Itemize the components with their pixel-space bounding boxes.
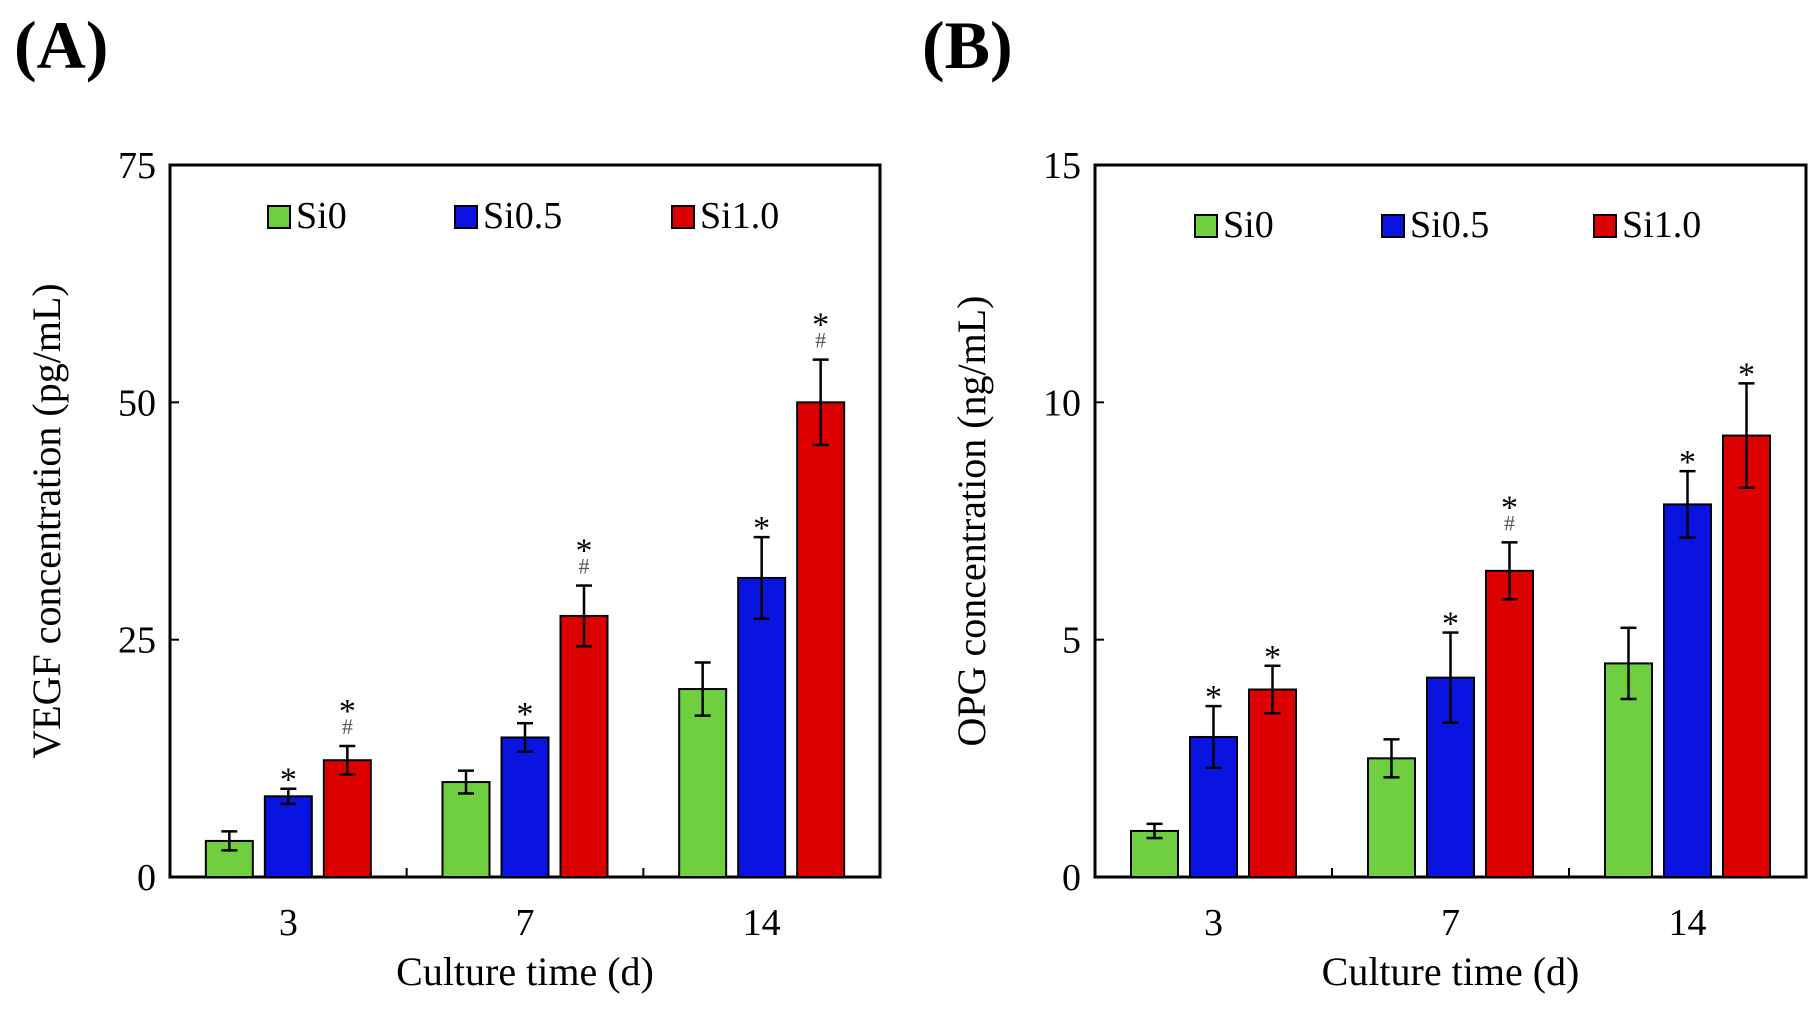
legend-label: Si0 xyxy=(296,195,347,237)
y-tick-label: 10 xyxy=(1043,382,1081,424)
y-tick-label: 50 xyxy=(118,382,156,424)
significance-star: * xyxy=(1205,679,1222,716)
legend-swatch xyxy=(1593,214,1617,238)
bar-si10-14 xyxy=(796,401,846,878)
legend-label: Si0.5 xyxy=(483,195,562,237)
significance-hash: # xyxy=(1504,510,1515,535)
significance-star: * xyxy=(1442,606,1459,643)
bar-si05-3 xyxy=(263,795,313,878)
legend-swatch xyxy=(454,205,478,229)
x-axis-title: Culture time (d) xyxy=(1322,949,1580,994)
x-tick-label: 14 xyxy=(743,902,781,944)
significance-star: * xyxy=(280,762,297,799)
bar-si0-14 xyxy=(678,688,728,878)
significance-star: * xyxy=(517,696,534,733)
bar-si05-14 xyxy=(1663,503,1712,878)
significance-hash: # xyxy=(342,714,353,739)
legend-swatch xyxy=(1194,214,1218,238)
bar-si0-7 xyxy=(441,781,491,878)
x-axis-title: Culture time (d) xyxy=(396,949,654,994)
y-tick-label: 0 xyxy=(1062,857,1081,899)
y-axis-title: OPG concentration (ng/mL) xyxy=(949,296,994,747)
legend-label: Si1.0 xyxy=(1622,204,1701,246)
bar-si05-7 xyxy=(500,736,550,878)
y-tick-label: 25 xyxy=(118,620,156,662)
y-axis-title: VEGF concentration (pg/mL) xyxy=(24,283,69,758)
significance-star: * xyxy=(339,693,356,730)
x-tick-label: 3 xyxy=(279,902,298,944)
x-tick-label: 14 xyxy=(1669,902,1707,944)
significance-star: * xyxy=(812,307,829,344)
x-tick-label: 3 xyxy=(1204,902,1223,944)
y-tick-label: 15 xyxy=(1043,145,1081,187)
significance-star: * xyxy=(753,510,770,547)
legend-label: Si0 xyxy=(1223,204,1274,246)
panel-label: (B) xyxy=(922,7,1013,83)
y-tick-label: 0 xyxy=(137,857,156,899)
bar-si10-3 xyxy=(1248,688,1297,878)
bar-si05-14 xyxy=(737,576,787,879)
legend-swatch xyxy=(267,205,291,229)
y-tick-label: 5 xyxy=(1062,620,1081,662)
significance-hash: # xyxy=(815,328,826,353)
bar-si10-14 xyxy=(1722,434,1771,878)
significance-star: * xyxy=(576,533,593,570)
legend-label: Si1.0 xyxy=(700,195,779,237)
significance-star: * xyxy=(1501,489,1518,526)
significance-star: * xyxy=(1264,639,1281,676)
bar-si10-7 xyxy=(1485,569,1534,879)
significance-star: * xyxy=(1738,356,1755,393)
y-tick-label: 75 xyxy=(118,145,156,187)
significance-hash: # xyxy=(579,554,590,579)
panel-label: (A) xyxy=(14,7,108,83)
significance-star: * xyxy=(1679,444,1696,481)
bar-si10-3 xyxy=(322,759,372,878)
bar-si10-7 xyxy=(559,614,609,879)
x-tick-label: 7 xyxy=(1441,902,1460,944)
chart-panel-a: (A) 0 25 50 75 3 7 14 Culture time (d) VEGF conce… xyxy=(14,7,882,994)
chart-panel-b: (B) 0 5 10 15 3 7 14 Culture time (d) OPG concent… xyxy=(922,7,1808,994)
legend-swatch xyxy=(1381,214,1405,238)
legend-swatch xyxy=(671,205,695,229)
legend-label: Si0.5 xyxy=(1410,204,1489,246)
x-tick-label: 7 xyxy=(516,902,535,944)
